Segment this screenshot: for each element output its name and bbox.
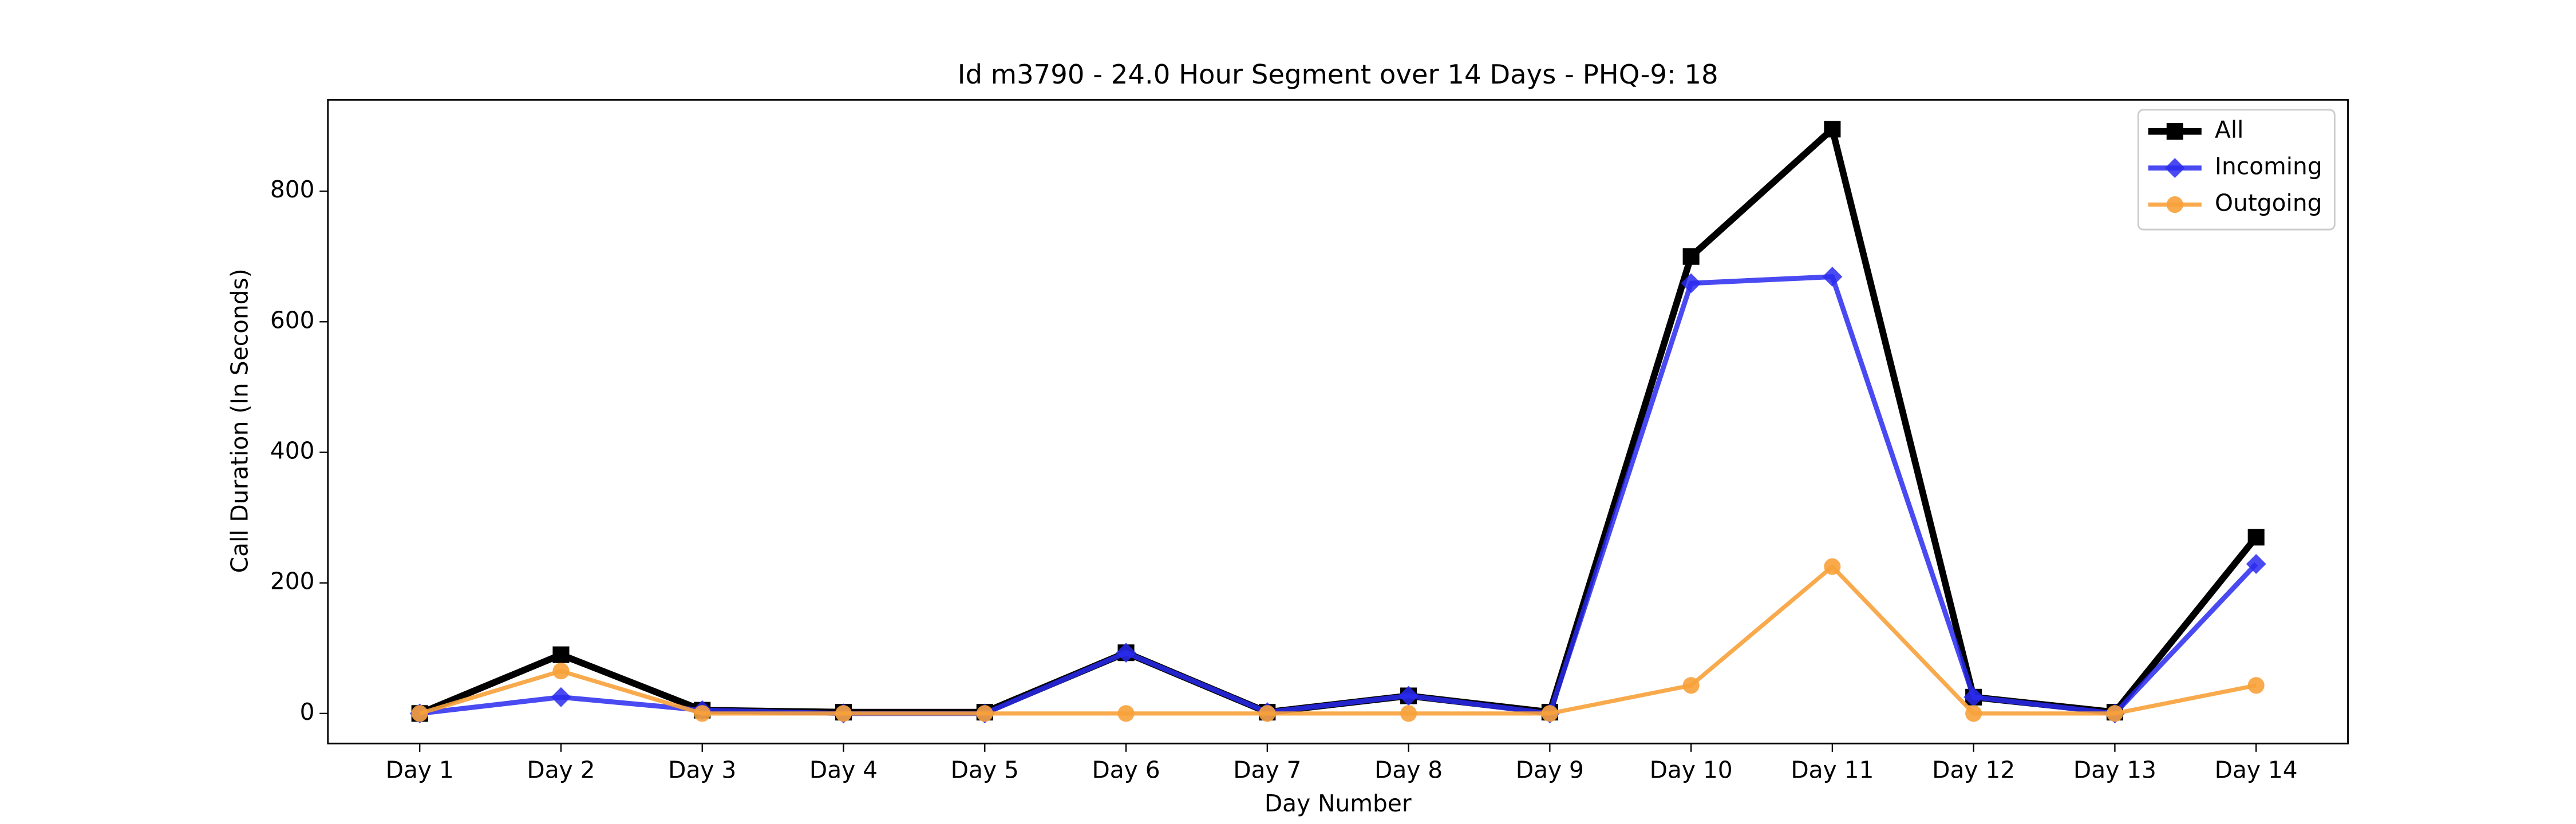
legend-label: Outgoing	[2215, 189, 2322, 217]
marker	[835, 705, 852, 722]
x-axis-label: Day Number	[1265, 790, 1412, 817]
marker	[1682, 248, 1700, 265]
marker	[1681, 273, 1701, 294]
marker	[551, 687, 571, 707]
x-tick-label: Day 5	[951, 756, 1019, 784]
y-tick-label: 0	[300, 698, 315, 726]
marker	[552, 663, 570, 680]
x-tick-label: Day 6	[1092, 756, 1160, 784]
x-tick-label: Day 9	[1516, 756, 1584, 784]
marker	[1963, 687, 1984, 707]
marker	[1259, 705, 1276, 722]
x-tick-label: Day 1	[386, 756, 454, 784]
plot-frame	[327, 98, 2349, 744]
y-tick-label: 400	[270, 437, 315, 464]
legend-marker	[2166, 123, 2183, 140]
marker	[1822, 267, 1843, 287]
marker	[2247, 677, 2265, 694]
series-line	[419, 274, 2258, 716]
x-tick-label: Day 12	[1932, 756, 2015, 784]
x-tick-label: Day 7	[1233, 756, 1301, 784]
marker	[976, 705, 993, 722]
legend-label: Incoming	[2215, 153, 2322, 180]
marker	[694, 705, 711, 722]
x-tick-label: Day 2	[527, 756, 595, 784]
marker	[1117, 705, 1135, 722]
marker	[2247, 529, 2265, 546]
marker	[1400, 705, 1417, 722]
x-tick-label: Day 4	[809, 756, 878, 784]
x-tick-label: Day 11	[1791, 756, 1874, 784]
legend-marker	[2164, 158, 2185, 179]
marker	[1965, 705, 1982, 722]
y-tick-label: 800	[270, 176, 315, 203]
series-line	[419, 564, 2257, 716]
x-tick-label: Day 3	[668, 756, 736, 784]
y-tick-label: 200	[270, 568, 315, 595]
marker	[1682, 677, 1700, 694]
marker	[411, 705, 428, 722]
legend-box	[2137, 109, 2336, 231]
legend: All Incoming Outgoing	[2137, 109, 2336, 231]
marker	[1824, 121, 1841, 138]
y-tick-label: 600	[270, 306, 315, 334]
x-tick-label: Day 8	[1374, 756, 1443, 784]
marker	[1541, 705, 1558, 722]
marker	[2106, 705, 2123, 722]
x-tick-label: Day 10	[1650, 756, 1733, 784]
marker	[2246, 554, 2266, 575]
marker	[552, 646, 570, 663]
x-tick-label: Day 13	[2073, 756, 2156, 784]
marker	[1116, 643, 1136, 663]
legend-marker	[2166, 196, 2183, 213]
chart-title: Id m3790 - 24.0 Hour Segment over 14 Day…	[958, 59, 1718, 90]
legend-label: All	[2215, 116, 2243, 144]
x-tick-label: Day 14	[2215, 756, 2298, 784]
marker	[1824, 558, 1841, 575]
y-axis-label: Call Duration (In Seconds)	[226, 268, 254, 573]
